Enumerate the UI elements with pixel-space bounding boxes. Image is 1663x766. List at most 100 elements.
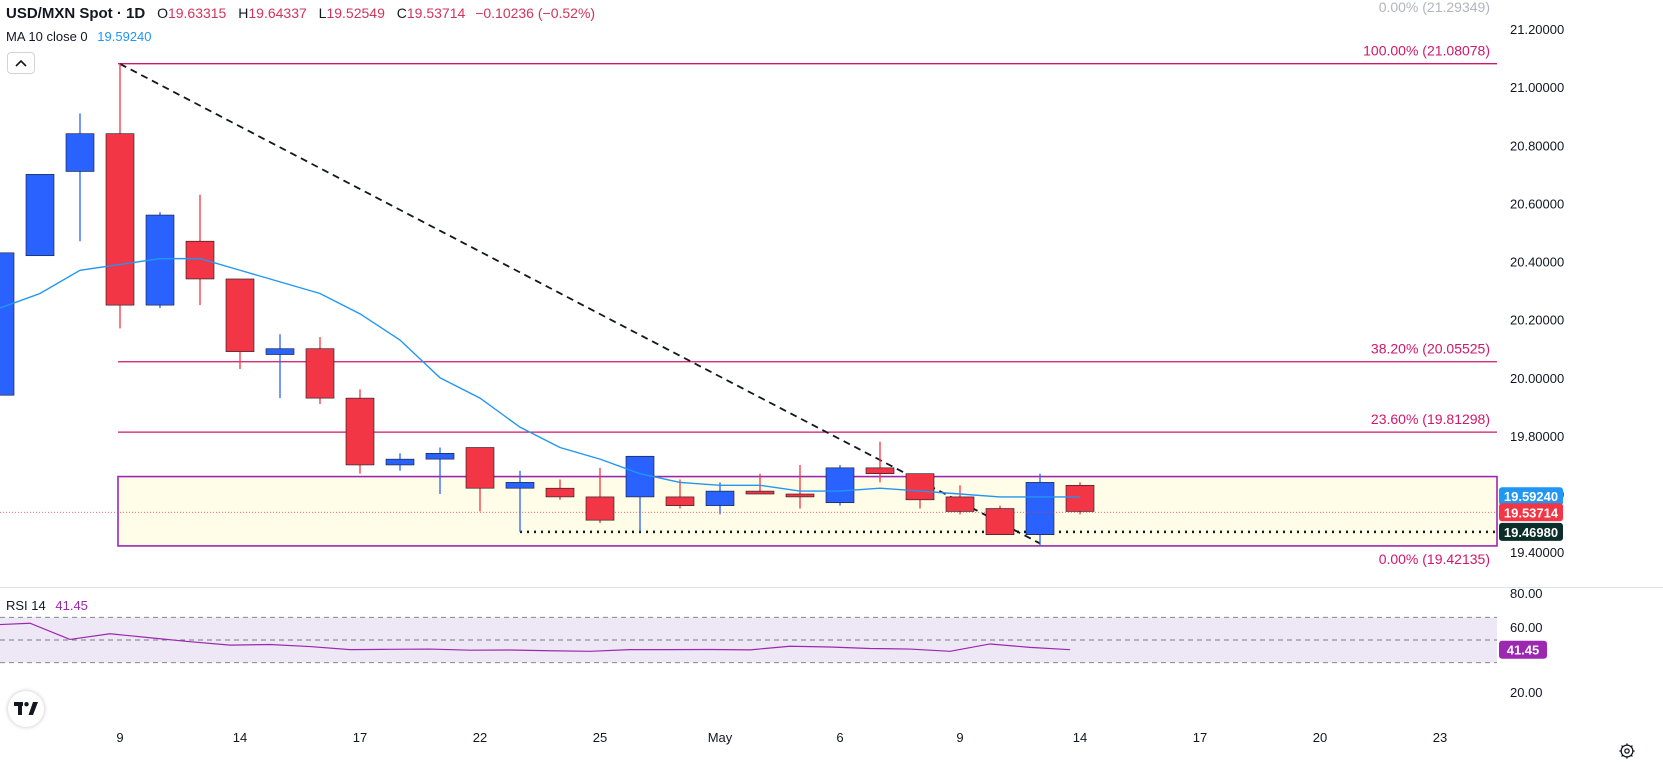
x-tick-label: 25 [593, 730, 607, 745]
symbol-legend: USD/MXN Spot · 1D O19.63315 H19.64337 L1… [6, 5, 595, 22]
x-tick-label: 9 [956, 730, 963, 745]
price-tick-label: 20.00000 [1510, 371, 1564, 386]
candle [25, 174, 55, 257]
close-value: 19.53714 [406, 5, 466, 21]
candle [345, 389, 375, 474]
candle-body [745, 490, 775, 495]
price-label: 19.46980 [1504, 525, 1558, 540]
candle [1065, 482, 1095, 515]
high-label: H [238, 5, 249, 21]
candle [65, 113, 95, 242]
rsi-tick-label: 20.00 [1510, 685, 1543, 700]
candle-body [25, 174, 55, 257]
x-tick-label: 14 [1073, 730, 1087, 745]
candle [265, 334, 295, 399]
candle-body [425, 453, 455, 460]
collapse-legend-button[interactable] [7, 52, 35, 74]
rsi-last-label: 41.45 [1507, 643, 1540, 658]
candle-body [105, 133, 135, 306]
high-value: 19.64337 [248, 5, 307, 21]
candle [825, 464, 855, 506]
rsi-line [0, 622, 1071, 652]
candle [465, 447, 495, 512]
logo-glyph [14, 702, 38, 715]
candle [945, 485, 975, 515]
candle [1025, 473, 1055, 547]
candle-body [265, 348, 295, 355]
symbol-title[interactable]: USD/MXN Spot · 1D [6, 5, 146, 22]
candle-body [465, 447, 495, 489]
ma-value: 19.59240 [97, 29, 152, 44]
candle-body [505, 482, 535, 489]
candle [545, 479, 575, 500]
candle [665, 479, 695, 509]
fib-label: 38.20% (20.05525) [1371, 341, 1490, 357]
candle-body [865, 467, 895, 474]
price-tick-label: 19.40000 [1510, 545, 1564, 560]
candle [905, 473, 935, 509]
candle-body [585, 496, 615, 521]
low-label: L [318, 5, 327, 21]
rsi-label: RSI 14 [6, 598, 46, 613]
fib-label: 100.00% (21.08078) [1363, 43, 1490, 59]
candle-body [185, 240, 215, 280]
fib-label: 23.60% (19.81298) [1371, 411, 1490, 427]
consolidation-box [117, 475, 1498, 547]
candle [625, 455, 655, 532]
ma-label: MA 10 close 0 [6, 29, 88, 44]
rsi-tick-label: 60.00 [1510, 620, 1543, 635]
candle-body [65, 133, 95, 172]
price-tick-label: 20.40000 [1510, 255, 1564, 270]
candle [785, 464, 815, 509]
candle-body [385, 458, 415, 466]
rsi-value: 41.45 [55, 598, 88, 613]
x-tick-label: 6 [836, 730, 843, 745]
candle [425, 447, 455, 495]
open-value: 19.63315 [167, 5, 227, 21]
fib-label: 0.00% (21.29349) [1379, 0, 1490, 15]
x-tick-label: 17 [1193, 730, 1207, 745]
x-tick-label: 23 [1433, 730, 1447, 745]
close-label: C [396, 5, 407, 21]
candle [505, 470, 535, 532]
rsi-legend[interactable]: RSI 14 41.45 [6, 598, 88, 613]
candle-body [985, 508, 1015, 535]
price-tick-label: 20.20000 [1510, 313, 1564, 328]
price-tick-label: 19.80000 [1510, 429, 1564, 444]
x-tick-label: 14 [233, 730, 247, 745]
price-label: 19.53714 [1504, 505, 1559, 520]
candle [385, 453, 415, 471]
candle-body [945, 496, 975, 512]
open-label: O [157, 5, 168, 21]
candle-body [905, 473, 935, 501]
candle-body [825, 467, 855, 504]
gear-icon[interactable] [1618, 742, 1636, 760]
rsi-last-bg [1499, 640, 1547, 659]
price-tick-label: 20.60000 [1510, 196, 1564, 211]
x-tick-label: 17 [353, 730, 367, 745]
price-label-bg [1499, 522, 1563, 541]
chevron-up-icon [15, 59, 27, 67]
candle [865, 441, 895, 483]
low-value: 19.52549 [326, 5, 385, 21]
price-tick-label: 21.20000 [1510, 22, 1564, 37]
ma-line [0, 257, 1080, 498]
candle-body [0, 252, 15, 396]
candle [305, 337, 335, 404]
candle [705, 482, 735, 515]
candle-body [1025, 482, 1055, 535]
price-tick-label: 21.00000 [1510, 80, 1564, 95]
candle-body [705, 490, 735, 506]
candle-body [225, 278, 255, 352]
price-label: 19.59240 [1504, 489, 1558, 504]
candle [0, 252, 15, 396]
ma-legend[interactable]: MA 10 close 0 19.59240 [6, 29, 152, 44]
candle-body [625, 455, 655, 498]
tradingview-logo-icon[interactable] [8, 691, 44, 727]
change-value: −0.10236 (−0.52%) [475, 5, 596, 21]
candle-body [785, 493, 815, 498]
x-tick-label: 9 [116, 730, 123, 745]
candle-body [665, 496, 695, 506]
